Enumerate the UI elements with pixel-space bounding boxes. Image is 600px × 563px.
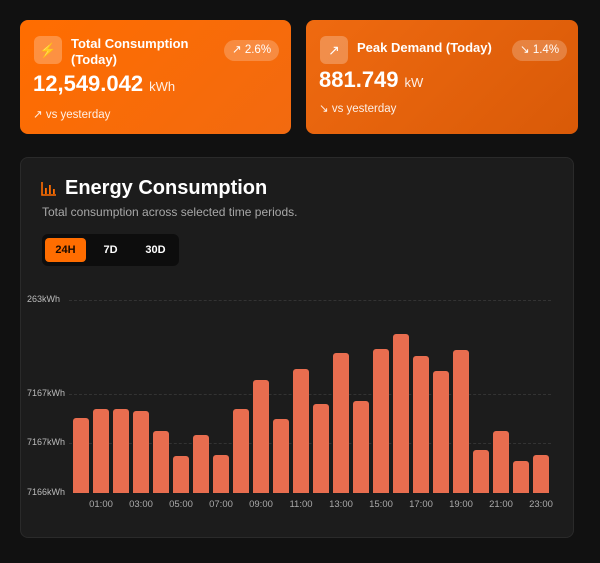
energy-consumption-card: Energy Consumption Total consumption acr… [20,157,574,538]
x-tick-label: 07:00 [209,499,233,510]
value: 12,549.042 [33,71,144,96]
x-tick-label: 21:00 [489,499,513,510]
card-title: Total Consumption (Today) [71,36,189,67]
chart-title: Energy Consumption [65,177,268,199]
bar-00:00[interactable] [73,417,89,493]
chart-header: Energy Consumption [41,177,267,200]
y-tick-label: 7166kWh [27,487,66,497]
x-tick-label: 05:00 [169,499,193,510]
arrow-down-right-icon: ↘ [319,103,332,115]
gridline [69,443,551,444]
comparison-text: vs yesterday [331,103,397,115]
bar-05:00[interactable] [173,455,189,493]
badge-value: 1.4% [532,44,560,56]
bar-16:00[interactable] [393,333,409,493]
bar-18:00[interactable] [433,371,449,493]
unit: kW [404,75,424,90]
bar-20:00[interactable] [473,449,489,493]
time-range-selector: 24H 7D 30D [42,234,179,266]
badge-value: 2.6% [244,44,272,56]
bar-04:00[interactable] [153,431,169,493]
x-tick-label: 01:00 [89,499,113,510]
range-30d-button[interactable]: 30D [145,244,166,256]
total-consumption-card: ⚡ Total Consumption (Today) ↗ 2.6% 12,54… [20,20,291,134]
bar-02:00[interactable] [113,409,129,493]
peak-demand-card: ↗ Peak Demand (Today) ↘ 1.4% 881.749 kW ↘… [306,20,578,134]
x-tick-label: 23:00 [529,499,553,510]
comparison: ↘ vs yesterday [319,101,396,115]
card-value: 12,549.042 kWh [33,71,175,97]
x-tick-label: 11:00 [289,499,313,510]
bar-07:00[interactable] [213,454,229,493]
bar-17:00[interactable] [413,355,429,493]
change-badge: ↗ 2.6% [224,40,280,61]
value: 881.749 [319,67,399,92]
bar-21:00[interactable] [493,431,509,493]
trending-up-icon: ↗ [320,36,348,64]
bar-12:00[interactable] [313,404,329,493]
trending-down-icon: ↘ [520,44,533,56]
bar-08:00[interactable] [233,409,249,493]
bar-10:00[interactable] [273,419,289,493]
y-tick-label: 7167kWh [27,437,66,447]
unit: kWh [149,79,176,94]
bar-23:00[interactable] [533,454,549,493]
y-tick-label: 7167kWh [27,388,66,398]
chart-subtitle: Total consumption across selected time p… [42,205,298,219]
x-tick-label: 03:00 [129,499,153,510]
comparison-text: vs yesterday [45,109,111,121]
card-title: Peak Demand (Today) [357,40,492,55]
card-value: 881.749 kW [319,67,423,93]
comparison: ↗ vs yesterday [33,107,110,121]
arrow-up-right-icon: ↗ [33,109,46,121]
bar-09:00[interactable] [253,380,269,493]
x-tick-label: 09:00 [249,499,273,510]
x-tick-label: 19:00 [449,499,473,510]
bar-11:00[interactable] [293,369,309,493]
lightning-icon: ⚡ [34,36,62,64]
range-7d-button[interactable]: 7D [103,244,118,256]
y-tick-label: 263kWh [27,294,61,304]
change-badge: ↘ 1.4% [512,40,568,61]
bar-13:00[interactable] [333,353,349,493]
bar-06:00[interactable] [193,434,209,493]
x-tick-label: 17:00 [409,499,433,510]
bar-22:00[interactable] [513,460,529,493]
bar-03:00[interactable] [133,410,149,493]
bar-01:00[interactable] [93,409,109,493]
bar-14:00[interactable] [353,400,369,493]
trending-up-icon: ↗ [232,44,245,56]
gridline [69,394,551,395]
x-tick-label: 15:00 [369,499,393,510]
bar-15:00[interactable] [373,349,389,493]
gridline [69,300,551,301]
range-24h-button[interactable]: 24H [45,238,86,262]
bar-19:00[interactable] [453,349,469,493]
x-tick-label: 13:00 [329,499,353,510]
bar-chart-icon [41,181,56,196]
